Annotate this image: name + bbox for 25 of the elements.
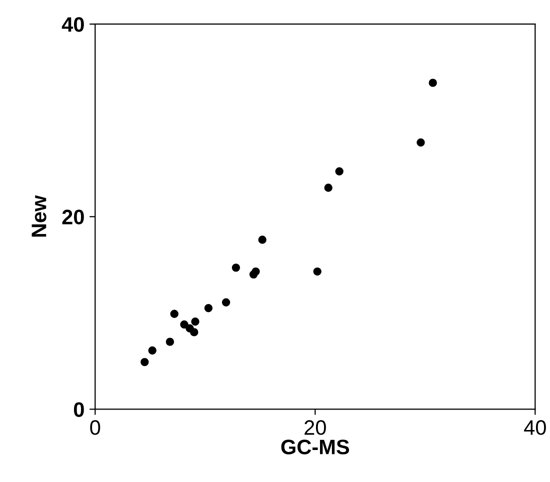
- x-tick-label: 20: [304, 420, 326, 435]
- y-tick-label: 40: [62, 17, 84, 32]
- y-tick-label: 20: [62, 210, 84, 224]
- point: [170, 310, 178, 318]
- point: [148, 346, 156, 355]
- x-axis-title: GC-MS: [281, 440, 350, 454]
- x-tick-label: 0: [90, 420, 100, 435]
- point: [190, 328, 198, 336]
- point: [204, 304, 213, 312]
- point: [428, 78, 437, 87]
- x-tick-label: 40: [524, 420, 546, 435]
- y-axis-title: New: [32, 195, 46, 237]
- point: [166, 338, 174, 346]
- point: [180, 320, 188, 329]
- point: [191, 318, 200, 326]
- point: [324, 184, 332, 192]
- point: [258, 236, 266, 244]
- point: [232, 264, 240, 272]
- point: [252, 267, 260, 276]
- point: [335, 167, 344, 176]
- point: [313, 267, 322, 276]
- point: [416, 138, 425, 147]
- point: [222, 298, 230, 306]
- y-tick-label: 0: [74, 402, 84, 417]
- point: [140, 358, 149, 366]
